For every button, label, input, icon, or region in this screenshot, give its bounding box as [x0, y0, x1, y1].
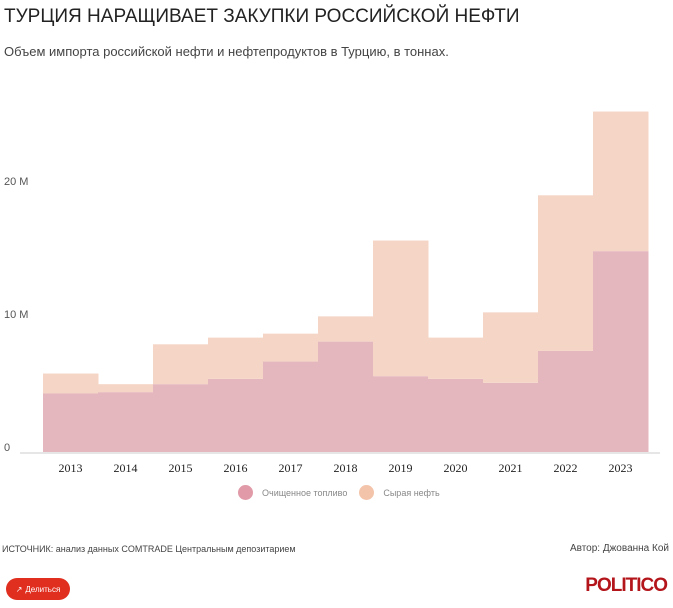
area-segment-crude	[263, 333, 319, 362]
legend: Очищенное топливо Сырая нефть	[238, 485, 452, 500]
area-segment-refined	[98, 392, 154, 452]
x-tick-label: 2017	[279, 461, 303, 475]
area-segment-refined	[208, 378, 264, 452]
area-segment-crude	[483, 312, 539, 383]
area-segment-refined	[483, 382, 539, 452]
legend-label-refined: Очищенное топливо	[262, 487, 348, 498]
area-segment-refined	[263, 361, 319, 452]
area-segment-crude	[208, 337, 264, 379]
x-tick-label: 2023	[609, 461, 633, 475]
x-tick-label: 2021	[499, 461, 523, 475]
area-segment-refined	[593, 251, 649, 452]
x-tick-label: 2022	[554, 461, 578, 475]
x-tick-label: 2019	[389, 461, 413, 475]
area-segment-crude	[153, 344, 209, 385]
chart: 0 10 M 20 M 2013 2014 2015 2016 2017 2018 2019 202…	[4, 111, 660, 475]
author-credit: Автор: Джованна Кой	[569, 543, 669, 554]
chart-subtitle: Объем импорта российской нефти и нефтепр…	[4, 44, 449, 59]
area-segment-refined	[373, 376, 429, 452]
x-tick-label: 2013	[59, 461, 83, 475]
y-tick-label: 10 M	[4, 309, 28, 321]
share-label: Делиться	[25, 584, 61, 594]
chart-title: ТУРЦИЯ НАРАЩИВАЕТ ЗАКУПКИ РОССИЙСКОЙ НЕФ…	[4, 6, 520, 27]
y-tick-label: 0	[4, 442, 10, 454]
share-button[interactable]: ↗ Делиться	[6, 578, 70, 600]
legend-dot-crude	[359, 485, 375, 500]
x-tick-label: 2015	[169, 461, 193, 475]
area-segment-crude	[43, 373, 99, 394]
area-segment-crude	[428, 337, 484, 379]
politico-logo: POLITICO	[585, 575, 668, 596]
y-tick-label: 20 M	[4, 176, 28, 188]
area-segment-crude	[318, 316, 374, 342]
area-segment-refined	[153, 384, 209, 452]
area-segment-crude	[538, 195, 594, 351]
area-segment-crude	[373, 240, 429, 377]
area-segment-refined	[428, 378, 484, 452]
source-note: ИСТОЧНИК: анализ данных COMTRADE Централ…	[2, 544, 296, 554]
x-tick-label: 2020	[444, 461, 468, 475]
area-segment-refined	[43, 393, 99, 452]
area-segment-refined	[538, 350, 594, 452]
x-tick-label: 2014	[114, 461, 138, 475]
area-segment-crude	[593, 111, 649, 252]
share-icon: ↗	[15, 584, 23, 594]
area-segment-refined	[318, 341, 374, 452]
x-tick-label: 2016	[224, 461, 248, 475]
legend-dot-refined	[238, 485, 253, 500]
legend-label-crude: Сырая нефть	[383, 487, 440, 498]
x-tick-label: 2018	[334, 461, 358, 475]
area-segment-crude	[98, 384, 154, 393]
